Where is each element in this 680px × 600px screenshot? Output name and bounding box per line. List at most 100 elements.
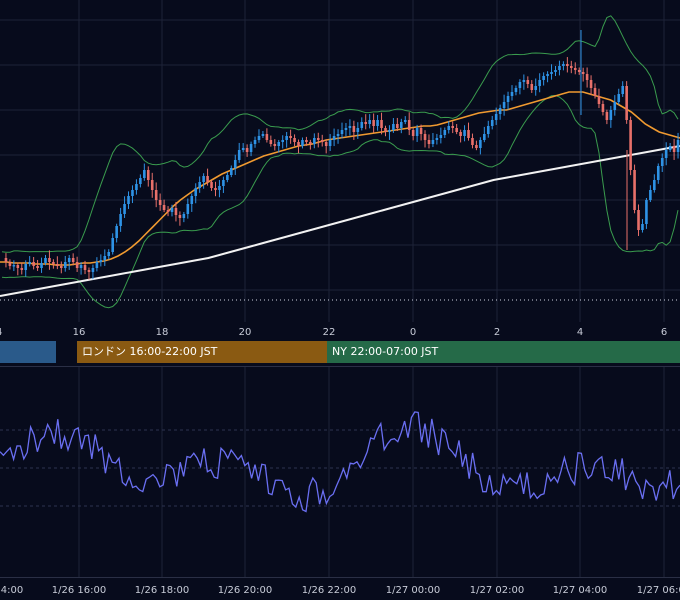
candle-body [20,268,24,270]
candle-body [127,196,130,204]
candle-body [486,126,490,134]
candle-body [111,238,114,252]
candle-body [135,184,138,190]
candle-body [672,146,676,152]
candle-body [498,108,502,114]
candle-body [16,265,20,268]
candle-body [530,84,534,90]
candle-body [364,122,368,124]
candle-body [198,182,201,188]
session-london: ロンドン 16:00-22:00 JST [77,341,327,363]
candle-body [475,145,478,148]
date-axis: 1/26 14:00 1/26 16:00 1/26 18:00 1/26 20:00… [0,578,680,600]
candle-body [222,180,225,186]
candle-body [656,166,660,180]
pane-divider[interactable] [0,366,680,367]
candle-body [237,150,241,160]
candle-body [253,140,257,144]
candle-body [305,140,308,142]
date-tick-label: 1/27 02:00 [469,585,525,596]
candle-body [589,80,593,88]
candle-body [277,142,281,146]
candle-body [372,120,375,126]
candle-body [249,144,253,152]
candle-body [28,262,31,264]
date-tick-label: 1/26 22:00 [301,585,357,596]
candle-body [48,258,51,262]
candle-body [24,264,28,270]
candle-body [297,142,300,146]
candle-body [490,120,494,126]
candle-body [285,136,288,140]
candle-body [601,104,605,112]
candle-body [241,148,245,150]
hour-tick-label: 0 [409,327,417,338]
hour-tick-label: 2 [493,327,501,338]
candle-body [162,205,166,210]
candle-body [40,263,43,268]
candle-body [32,262,35,266]
candle-body [621,86,624,94]
candle-body [546,74,549,76]
candle-body [550,72,553,74]
candle-body [593,88,597,96]
candle-body [131,190,134,196]
candle-body [336,134,340,136]
axis-divider [0,577,680,578]
candle-body [320,140,324,142]
candle-body [344,128,348,130]
candle-body [233,160,237,168]
candle-body [518,82,522,88]
candle-body [107,252,111,256]
candle-body [597,96,601,104]
candle-body [56,264,59,266]
candle-body [368,120,371,124]
candle-body [71,258,75,262]
candle-body [400,122,403,128]
hour-tick-label: 4 [576,327,584,338]
candle-body [609,110,613,120]
candle-body [170,208,174,212]
candle-body [423,134,427,140]
candle-body [645,200,648,224]
candle-body [75,262,79,268]
candle-body [150,180,154,190]
date-tick-label: 1/27 04:00 [552,585,608,596]
candle-body [522,80,526,82]
candle-body [83,265,87,270]
candle-body [676,140,680,152]
oscillator-chart[interactable] [0,367,680,577]
candle-body [226,175,229,180]
hour-axis: 14 16 18 20 22 0 2 4 6 [0,322,680,340]
candle-body [348,126,352,128]
market-session-bar: ロンドン 16:00-22:00 JST NY 22:00-07:00 JST [0,341,680,363]
candle-body [218,186,221,190]
candle-body [214,188,217,190]
candle-body [12,265,16,267]
candle-body [538,80,541,86]
main-price-chart[interactable] [0,0,680,322]
candle-body [585,74,589,80]
candle-body [313,138,316,144]
candle-body [514,88,518,92]
candle-body [340,130,344,134]
candle-body [542,76,545,80]
candle-body [455,128,458,132]
candle-body [115,226,118,238]
candle-body [36,266,39,268]
candle-body [301,140,304,146]
date-tick-label: 1/26 16:00 [51,585,107,596]
candle-body [257,136,261,140]
candle-body [554,70,557,72]
candle-body [411,130,415,136]
candle-body [534,86,538,90]
bollinger-upper-line [1,15,679,253]
candle-body [143,170,146,178]
hour-tick-label: 22 [322,327,336,338]
date-tick-label: 1/27 00:00 [385,585,441,596]
candle-body [63,262,67,268]
candle-body [182,214,186,218]
candle-body [309,142,312,144]
candle-body [392,124,395,130]
candle-body [60,266,63,268]
